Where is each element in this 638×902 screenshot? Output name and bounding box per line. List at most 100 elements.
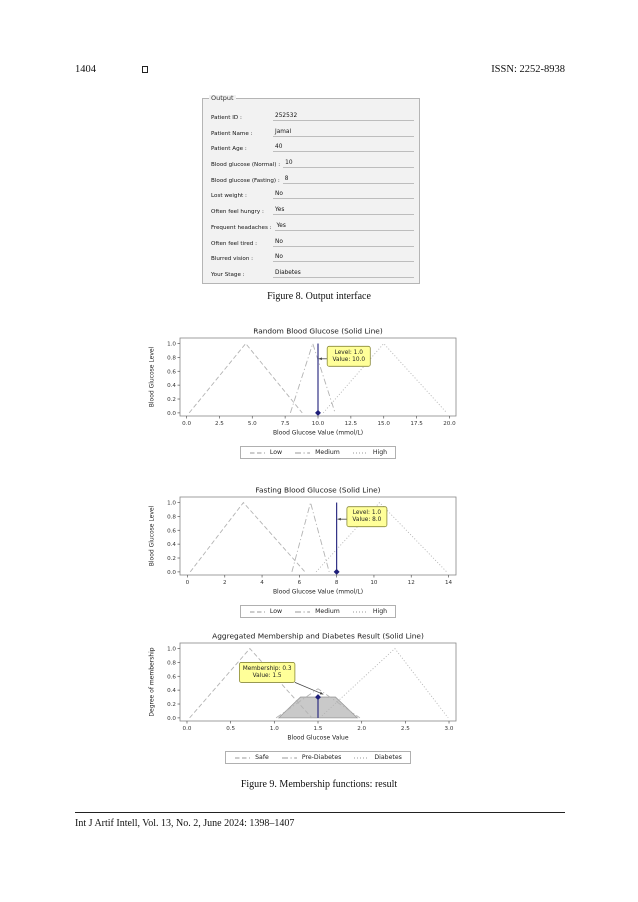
svg-text:Value: 8.0: Value: 8.0	[352, 517, 381, 523]
svg-text:1.0: 1.0	[270, 726, 279, 732]
legend-item: Safe	[234, 754, 269, 761]
field-label: Often feel tired :	[211, 240, 257, 247]
legend-line-sample-icon	[295, 452, 311, 453]
figure8-caption: Figure 8. Output interface	[267, 291, 371, 302]
field-value: Diabetes	[273, 270, 414, 278]
legend-line-sample-icon	[352, 611, 368, 612]
svg-text:Blood Glucose Level: Blood Glucose Level	[149, 505, 156, 566]
chart-fasting-blood-glucose: 0 2 4 6 8 10 12 14 0.0 0.2 0.4 0.6 0.8 1.0 Level: 1.0 V…	[146, 484, 476, 618]
svg-text:1.0: 1.0	[167, 501, 176, 507]
field-value: 40	[273, 144, 414, 153]
field-label: Patient Age :	[211, 146, 247, 153]
svg-text:1.0: 1.0	[167, 647, 176, 653]
legend-label: Low	[269, 449, 283, 456]
svg-text:12: 12	[408, 580, 415, 586]
field-value: No	[273, 191, 414, 200]
field-value: Yes	[274, 223, 414, 231]
legend-label: High	[372, 449, 388, 456]
svg-text:Level: 1.0: Level: 1.0	[353, 510, 382, 516]
svg-text:0.0: 0.0	[167, 716, 176, 722]
svg-text:12.5: 12.5	[345, 421, 358, 427]
legend-wrap: Safe Pre-Diabetes Diabetes	[146, 751, 476, 764]
svg-text:1.5: 1.5	[314, 726, 323, 732]
legend-label: Diabetes	[374, 754, 402, 761]
svg-text:0.6: 0.6	[167, 369, 176, 375]
page-header: 1404 ISSN: 2252-8938	[75, 64, 565, 75]
legend-label: High	[372, 608, 388, 615]
svg-text:6: 6	[298, 580, 302, 586]
svg-text:Degree of membership: Degree of membership	[149, 647, 156, 716]
svg-text:20.0: 20.0	[443, 421, 456, 427]
legend-line-sample-icon	[235, 757, 251, 758]
svg-text:Value: 10.0: Value: 10.0	[332, 357, 365, 363]
svg-text:10: 10	[370, 580, 378, 586]
field-label: Patient Name :	[211, 130, 253, 137]
svg-text:Blood Glucose Value: Blood Glucose Value	[287, 735, 348, 742]
output-field-row: Patient Name : Jamal	[211, 124, 414, 137]
legend-line-sample-icon	[249, 611, 265, 612]
output-panel: Output Patient ID : 252532 Patient Name : J…	[202, 95, 420, 284]
figure9-caption: Figure 9. Membership functions: result	[240, 779, 398, 790]
chart-aggregated-membership: 0.0 0.5 1.0 1.5 2.0 2.5 3.0 0.0 0.2 0.4 0.6 0.8 1.0 M…	[146, 630, 476, 764]
legend-item: Low	[249, 608, 282, 615]
field-label: Often feel hungry :	[211, 209, 264, 216]
svg-text:0.6: 0.6	[167, 528, 176, 534]
footer-rule	[75, 812, 565, 813]
legend-line-sample-icon	[281, 757, 297, 758]
output-field-row: Often feel hungry : Yes	[211, 202, 414, 216]
legend-label: Pre-Diabetes	[301, 754, 342, 761]
field-label: Lost weight :	[211, 193, 247, 200]
field-label: Blurred vision :	[211, 256, 254, 263]
legend-item: High	[352, 608, 387, 615]
svg-text:17.5: 17.5	[410, 421, 423, 427]
svg-text:0.0: 0.0	[167, 570, 176, 576]
legend-line-sample-icon	[295, 611, 311, 612]
output-field-row: Often feel tired : No	[211, 234, 414, 247]
svg-text:0.0: 0.0	[167, 411, 176, 417]
legend-item: Medium	[294, 449, 340, 456]
svg-text:10.0: 10.0	[312, 421, 325, 427]
svg-text:0.2: 0.2	[167, 702, 176, 708]
legend-wrap: Low Medium High	[146, 446, 476, 459]
svg-text:3.0: 3.0	[445, 726, 454, 732]
svg-text:0.4: 0.4	[167, 542, 176, 548]
field-value: Jamal	[273, 129, 414, 137]
chart-legend-aggregated: Safe Pre-Diabetes Diabetes	[225, 751, 411, 764]
svg-text:2.0: 2.0	[357, 726, 366, 732]
legend-item: Medium	[294, 608, 340, 615]
output-field-row: Patient Age : 40	[211, 139, 414, 153]
svg-text:0.4: 0.4	[167, 688, 176, 694]
legend-wrap: Low Medium High	[146, 605, 476, 618]
svg-text:2.5: 2.5	[215, 421, 224, 427]
fasting-blood-glucose-plot: 0 2 4 6 8 10 12 14 0.0 0.2 0.4 0.6 0.8 1.0 Level: 1.0V…	[149, 486, 457, 596]
svg-text:2.5: 2.5	[401, 726, 410, 732]
field-label: Patient ID :	[211, 115, 242, 121]
aggregated-membership-plot: 0.0 0.5 1.0 1.5 2.0 2.5 3.0 0.0 0.2 0.4 0.6 0.8 1.0 M…	[149, 632, 457, 742]
svg-text:4: 4	[260, 580, 264, 586]
svg-text:0.8: 0.8	[167, 660, 176, 666]
svg-text:Fasting Blood Glucose (Solid L: Fasting Blood Glucose (Solid Line)	[255, 486, 380, 495]
svg-text:Random Blood Glucose (Solid Li: Random Blood Glucose (Solid Line)	[253, 327, 383, 336]
issn-label: ISSN: 2252-8938	[491, 64, 565, 75]
output-rows: Patient ID :252532 Patient Name : Jamal Pat…	[211, 108, 414, 278]
legend-line-sample-icon	[354, 757, 370, 758]
output-field-row: Blood glucose (Fasting) :8	[211, 171, 414, 184]
legend-item: Pre-Diabetes	[281, 754, 342, 761]
legend-label: Low	[269, 608, 283, 615]
field-value: 10	[283, 160, 414, 169]
svg-text:7.5: 7.5	[281, 421, 290, 427]
field-value: No	[273, 239, 414, 247]
svg-text:Blood Glucose Value (mmol/L): Blood Glucose Value (mmol/L)	[273, 430, 363, 437]
footer-citation: Int J Artif Intell, Vol. 13, No. 2, June…	[75, 818, 295, 829]
legend-label: Medium	[315, 449, 340, 456]
field-value: 8	[282, 176, 414, 184]
page-number: 1404	[75, 64, 96, 75]
svg-text:Blood Glucose Value (mmol/L): Blood Glucose Value (mmol/L)	[273, 589, 363, 596]
svg-text:0: 0	[186, 580, 190, 586]
svg-text:8: 8	[335, 580, 339, 586]
svg-text:0.2: 0.2	[167, 556, 176, 562]
legend-item: High	[352, 449, 387, 456]
svg-text:Aggregated Membership and Diab: Aggregated Membership and Diabetes Resul…	[212, 632, 424, 641]
svg-text:Value: 1.5: Value: 1.5	[253, 673, 282, 679]
